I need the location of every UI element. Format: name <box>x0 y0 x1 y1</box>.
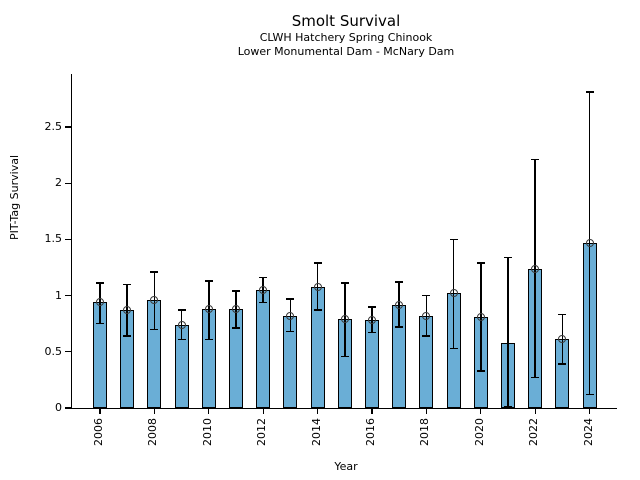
error-cap-high-2016 <box>368 306 376 308</box>
error-cap-low-2023 <box>558 363 567 365</box>
y-tick-0 <box>65 407 71 409</box>
x-tick-label-2020: 2020 <box>472 418 486 446</box>
x-tick-label-2018: 2018 <box>418 418 432 446</box>
x-tick-2012 <box>262 408 264 414</box>
error-cap-high-2018 <box>422 294 431 297</box>
x-axis-label: Year <box>334 460 358 473</box>
error-cap-high-2023 <box>558 313 567 316</box>
point-marker-2015 <box>340 315 349 324</box>
error-cap-low-2013 <box>286 330 295 333</box>
x-tick-label-2006: 2006 <box>92 418 105 446</box>
error-cap-low-2024 <box>585 393 594 396</box>
point-marker-2022 <box>531 264 540 273</box>
error-cap-low-2008 <box>150 328 159 331</box>
point-marker-2008 <box>150 296 159 305</box>
error-cap-high-2012 <box>259 276 268 279</box>
error-cap-high-2010 <box>204 280 213 282</box>
y-tick-label-2: 2 <box>55 176 62 190</box>
y-tick-2.5 <box>65 126 71 128</box>
bar-2012 <box>256 289 271 408</box>
error-cap-low-2016 <box>368 331 376 334</box>
chart-subtitle-reach: Lower Monumental Dam - McNary Dam <box>237 45 455 58</box>
error-cap-low-2010 <box>204 338 213 341</box>
point-marker-2017 <box>395 300 404 309</box>
point-marker-2024 <box>585 238 594 247</box>
error-cap-high-2011 <box>232 290 240 292</box>
error-cap-low-2022 <box>531 376 540 379</box>
point-marker-2023 <box>558 335 567 344</box>
point-marker-2011 <box>232 305 240 314</box>
x-tick-2008 <box>153 408 155 414</box>
chart-title: Smolt Survival <box>291 12 401 30</box>
point-marker-2006 <box>96 298 104 307</box>
x-tick-2014 <box>317 408 319 414</box>
error-cap-high-2021 <box>504 256 512 259</box>
y-tick-0.5 <box>65 351 71 353</box>
x-tick-label-2022: 2022 <box>527 418 541 446</box>
point-marker-2016 <box>368 316 376 325</box>
x-tick-label-2008: 2008 <box>146 418 160 446</box>
error-cap-low-2011 <box>232 327 240 329</box>
point-marker-2019 <box>449 289 458 298</box>
error-cap-low-2015 <box>340 355 349 358</box>
y-tick-label-1.5: 1.5 <box>44 232 63 246</box>
point-marker-2010 <box>204 305 213 314</box>
x-tick-label-2024: 2024 <box>581 418 595 446</box>
point-marker-2012 <box>259 285 268 294</box>
x-tick-2010 <box>208 408 210 414</box>
x-tick-label-2010: 2010 <box>200 418 214 446</box>
error-cap-low-2019 <box>449 347 458 350</box>
point-marker-2007 <box>123 306 132 315</box>
error-cap-high-2015 <box>340 282 349 284</box>
x-tick-2016 <box>371 408 373 414</box>
y-tick-1.5 <box>65 238 71 240</box>
error-cap-high-2009 <box>177 309 186 311</box>
error-cap-low-2018 <box>422 335 431 337</box>
error-cap-low-2021 <box>504 406 512 408</box>
y-axis-spine <box>71 74 73 408</box>
x-tick-2018 <box>425 408 427 414</box>
error-cap-high-2019 <box>449 238 458 241</box>
error-cap-high-2006 <box>96 282 104 284</box>
y-tick-label-0.5: 0.5 <box>44 344 63 358</box>
error-cap-low-2006 <box>96 322 104 325</box>
error-cap-low-2020 <box>476 370 485 372</box>
x-tick-2024 <box>589 408 591 414</box>
x-tick-2020 <box>480 408 482 414</box>
bar-2016 <box>365 320 379 408</box>
error-cap-high-2007 <box>123 283 132 286</box>
y-tick-1 <box>65 295 71 297</box>
error-cap-high-2013 <box>286 298 295 300</box>
y-tick-2 <box>65 182 71 184</box>
chart-subtitle-stock: CLWH Hatchery Spring Chinook <box>259 31 433 44</box>
x-tick-2006 <box>99 408 101 414</box>
error-cap-high-2024 <box>585 91 594 93</box>
point-marker-2009 <box>177 320 186 329</box>
error-cap-high-2022 <box>531 158 540 161</box>
error-cap-high-2020 <box>476 262 485 264</box>
error-cap-high-2014 <box>313 262 322 264</box>
error-cap-low-2007 <box>123 335 132 337</box>
x-tick-2022 <box>534 408 536 414</box>
error-cap-low-2012 <box>259 301 268 304</box>
x-tick-label-2012: 2012 <box>255 418 269 446</box>
error-cap-low-2009 <box>177 338 186 341</box>
y-tick-label-2.5: 2.5 <box>44 120 63 133</box>
error-cap-high-2008 <box>150 271 159 273</box>
x-axis-spine <box>71 407 617 409</box>
y-tick-label-0: 0 <box>55 401 62 414</box>
error-cap-low-2014 <box>313 309 322 311</box>
error-cap-low-2017 <box>395 326 404 328</box>
point-marker-2018 <box>422 311 431 320</box>
error-cap-high-2017 <box>395 281 404 283</box>
x-tick-label-2014: 2014 <box>309 418 323 446</box>
point-marker-2014 <box>313 282 322 291</box>
y-tick-label-1: 1 <box>55 288 62 302</box>
point-marker-2020 <box>476 312 485 321</box>
y-axis-label: PIT-Tag Survival <box>8 155 21 241</box>
point-marker-2013 <box>286 311 295 320</box>
error-bar-2021 <box>507 257 509 407</box>
x-tick-label-2016: 2016 <box>364 418 377 446</box>
